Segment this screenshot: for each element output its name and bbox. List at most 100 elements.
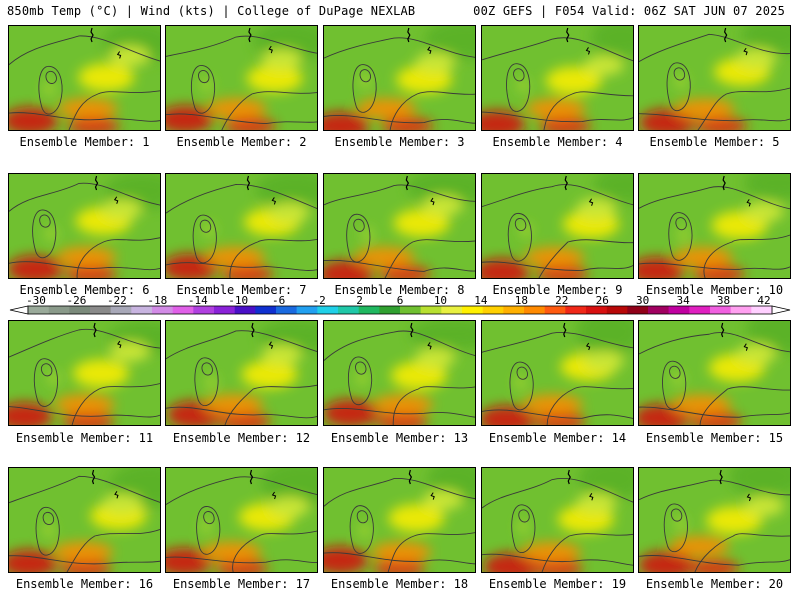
colorbar-swatch [90, 306, 111, 314]
colorbar-tick-label: 22 [555, 296, 568, 307]
ensemble-panel [323, 320, 476, 426]
temperature-field [482, 26, 633, 130]
ensemble-panel [638, 173, 791, 279]
colorbar-tick-label: -10 [228, 296, 248, 307]
colorbar-tick-label: 6 [397, 296, 404, 307]
ensemble-panel [165, 320, 318, 426]
ensemble-member-label: Ensemble Member: 1 [19, 135, 150, 149]
colorbar-swatch [296, 306, 318, 314]
colorbar-swatch [69, 306, 91, 314]
colorbar-swatch [462, 306, 483, 314]
temperature-field [166, 174, 317, 278]
ensemble-member-label: Ensemble Member: 13 [330, 431, 469, 445]
colorbar-tick-label: 10 [434, 296, 447, 307]
ensemble-panel [165, 25, 318, 131]
ensemble-panel [8, 25, 161, 131]
ensemble-member-label: Ensemble Member: 16 [15, 577, 154, 591]
ensemble-panel [638, 25, 791, 131]
colorbar-swatch [28, 306, 49, 314]
ensemble-panel [481, 173, 634, 279]
ensemble-member-label: Ensemble Member: 9 [492, 283, 623, 297]
colorbar-swatch [689, 306, 711, 314]
colorbar-tick-label: 42 [757, 296, 770, 307]
temperature-field [166, 26, 317, 130]
colorbar-swatch [214, 306, 235, 314]
colorbar-swatch [730, 306, 752, 314]
temperature-field [324, 26, 475, 130]
colorbar-swatch [172, 306, 194, 314]
colorbar-tick-label: -6 [272, 296, 285, 307]
colorbar-tick-label: 18 [515, 296, 528, 307]
ensemble-member-label: Ensemble Member: 4 [492, 135, 623, 149]
ensemble-panel [481, 25, 634, 131]
colorbar-tick-label: 2 [356, 296, 363, 307]
ensemble-member-label: Ensemble Member: 7 [176, 283, 307, 297]
temperature-field [166, 321, 317, 425]
colorbar-swatch [544, 306, 566, 314]
colorbar-svg: -30 -26 -22 -18 -14 -10 -6 -2 2 6 10 14 18 22 26 30 34 38… [9, 296, 791, 315]
ensemble-panel [323, 173, 476, 279]
colorbar-tick-label: -18 [147, 296, 167, 307]
colorbar-swatch [751, 306, 773, 314]
ensemble-member-label: Ensemble Member: 10 [645, 283, 784, 297]
temperature-field [9, 468, 160, 572]
colorbar-swatch [503, 306, 525, 314]
colorbar-swatch [606, 306, 628, 314]
temperature-field [324, 174, 475, 278]
ensemble-panel [323, 467, 476, 573]
ensemble-panel [481, 467, 634, 573]
colorbar-tick-label: 26 [596, 296, 609, 307]
ensemble-member-label: Ensemble Member: 11 [15, 431, 154, 445]
colorbar-tick-label: -30 [26, 296, 46, 307]
colorbar-swatch [524, 306, 545, 314]
ensemble-panel [323, 25, 476, 131]
colorbar-swatch [276, 306, 297, 314]
temperature-field [482, 468, 633, 572]
ensemble-panel [638, 320, 791, 426]
colorbar-swatch [193, 306, 215, 314]
colorbar-swatch [358, 306, 380, 314]
colorbar-swatch [131, 306, 153, 314]
temperature-field [639, 174, 790, 278]
colorbar-swatch [152, 306, 173, 314]
colorbar-tick-label: -2 [312, 296, 325, 307]
ensemble-member-label: Ensemble Member: 8 [334, 283, 465, 297]
ensemble-panel [481, 320, 634, 426]
ensemble-member-label: Ensemble Member: 20 [645, 577, 784, 591]
colorbar: -30 -26 -22 -18 -14 -10 -6 -2 2 6 10 14 18 22 26 30 34 38… [0, 296, 800, 320]
colorbar-min-arrow [9, 305, 29, 315]
colorbar-tick-label: 38 [717, 296, 730, 307]
colorbar-swatch [668, 306, 690, 314]
temperature-field [9, 174, 160, 278]
colorbar-swatch [110, 306, 132, 314]
temperature-field [166, 468, 317, 572]
colorbar-tick-label: -22 [107, 296, 127, 307]
ensemble-panel [8, 173, 161, 279]
temperature-field [639, 468, 790, 572]
temperature-field [9, 26, 160, 130]
colorbar-swatch [565, 306, 587, 314]
colorbar-tick-label: -26 [67, 296, 87, 307]
colorbar-swatch [627, 306, 649, 314]
colorbar-swatch [482, 306, 504, 314]
colorbar-tick-label: 34 [676, 296, 690, 307]
colorbar-swatch [400, 306, 421, 314]
colorbar-tick-label: 14 [474, 296, 488, 307]
ensemble-member-label: Ensemble Member: 12 [172, 431, 311, 445]
ensemble-member-label: Ensemble Member: 3 [334, 135, 465, 149]
ensemble-panel [165, 467, 318, 573]
ensemble-member-label: Ensemble Member: 5 [649, 135, 780, 149]
temperature-field [324, 468, 475, 572]
ensemble-panel [165, 173, 318, 279]
ensemble-member-label: Ensemble Member: 14 [488, 431, 627, 445]
ensemble-panel [638, 467, 791, 573]
colorbar-swatch [441, 306, 463, 314]
colorbar-swatch [48, 306, 70, 314]
temperature-field [482, 321, 633, 425]
ensemble-panel [8, 467, 161, 573]
colorbar-swatch [648, 306, 669, 314]
ensemble-panel [8, 320, 161, 426]
ensemble-member-label: Ensemble Member: 18 [330, 577, 469, 591]
colorbar-max-arrow [771, 305, 791, 315]
colorbar-tick-label: -14 [188, 296, 208, 307]
